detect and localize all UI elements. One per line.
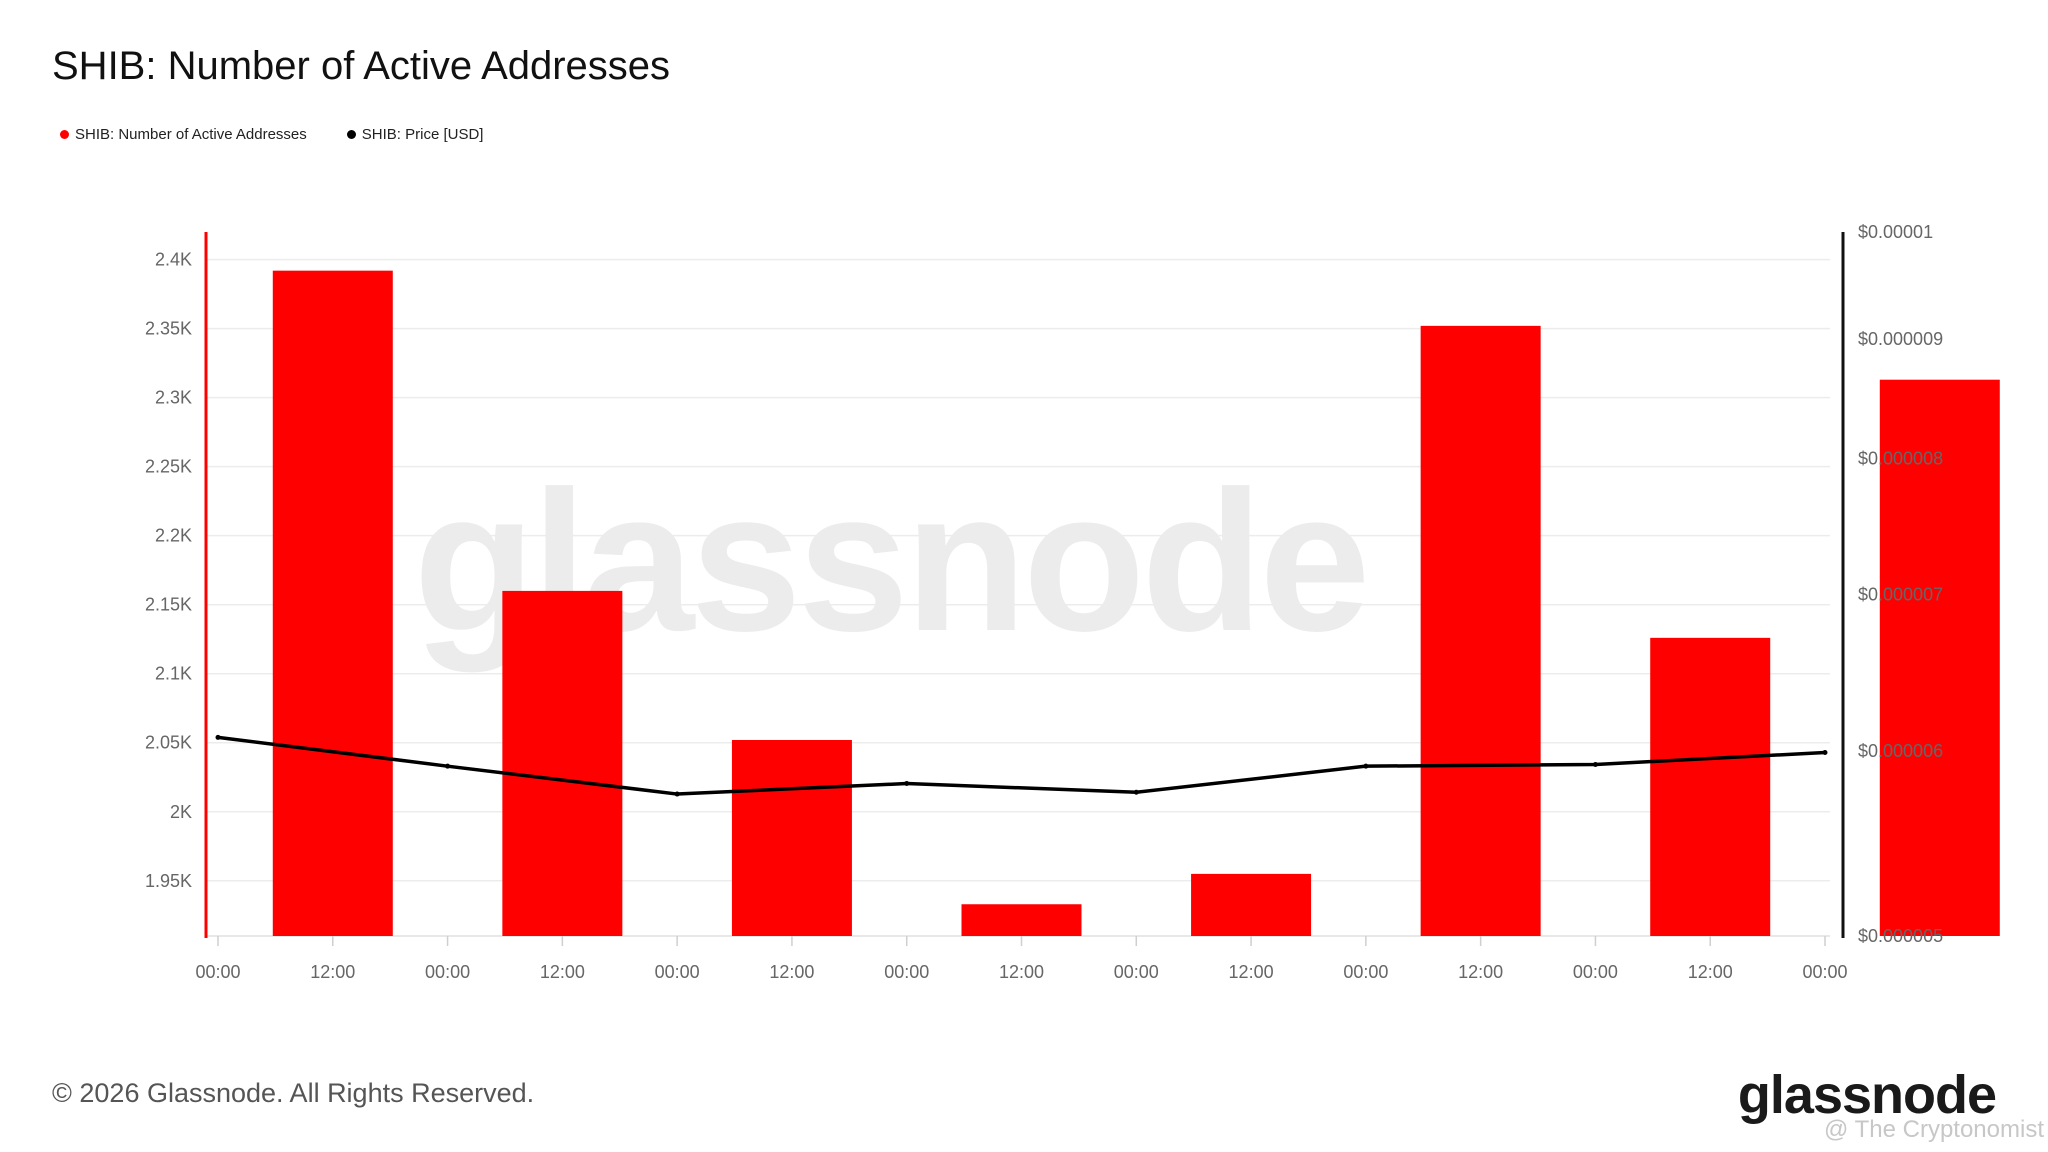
y-left-tick-label: 2.35K [145, 319, 192, 339]
y-left-tick-label: 2.3K [155, 388, 192, 408]
bar-active-addresses [961, 904, 1082, 936]
source-credit: @ The Cryptonomist [1824, 1116, 2044, 1143]
price-line [217, 735, 1826, 796]
x-tick-label: 12:00 [540, 962, 585, 982]
x-tick-label: 00:00 [1114, 962, 1159, 982]
glassnode-logo: glassnode [1737, 1065, 1997, 1125]
y-left-tick-label: 2.05K [145, 733, 192, 753]
legend-label-price: SHIB: Price [USD] [361, 126, 484, 143]
price-point [215, 734, 221, 740]
x-tick-label: 12:00 [310, 962, 355, 982]
x-tick-label: 00:00 [425, 962, 470, 982]
y-right-tick-label: $0.000008 [1858, 449, 1943, 469]
bar-active-addresses [1879, 379, 2000, 936]
y-left-tick-label: 2.1K [155, 664, 192, 684]
price-point [904, 781, 910, 787]
x-tick-label: 00:00 [1802, 962, 1847, 982]
bar-active-addresses [272, 270, 393, 936]
legend: SHIB: Number of Active Addresses SHIB: P… [60, 126, 483, 143]
y-left-tick-label: 2.25K [145, 457, 192, 477]
bar-active-addresses [1191, 873, 1312, 936]
x-tick-label: 12:00 [1229, 962, 1274, 982]
price-point [1592, 761, 1598, 767]
x-tick-label: 12:00 [769, 962, 814, 982]
y-left-tick-label: 2.15K [145, 595, 192, 615]
legend-item-active-addresses[interactable]: SHIB: Number of Active Addresses [60, 126, 307, 143]
x-tick-label: 00:00 [195, 962, 240, 982]
price-point [445, 763, 451, 769]
y-left-tick-label: 2K [170, 802, 192, 822]
y-right-tick-label: $0.000006 [1858, 741, 1943, 761]
bar-active-addresses [502, 590, 623, 936]
x-tick-label: 00:00 [1573, 962, 1618, 982]
y-left-tick-label: 2.2K [155, 526, 192, 546]
price-point [1133, 789, 1139, 795]
x-tick-label: 12:00 [1688, 962, 1733, 982]
bar-active-addresses [1420, 325, 1541, 936]
bar-active-addresses [731, 739, 852, 936]
price-point [1822, 750, 1828, 756]
x-tick-label: 12:00 [999, 962, 1044, 982]
price-point [674, 791, 680, 797]
x-tick-label: 12:00 [1458, 962, 1503, 982]
legend-dot-price [346, 130, 356, 139]
y-left-tick-label: 2.4K [155, 250, 192, 270]
legend-dot-active-addresses [60, 130, 69, 139]
x-tick-label: 00:00 [655, 962, 700, 982]
x-tick-label: 00:00 [1343, 962, 1388, 982]
y-left-tick-label: 1.95K [145, 871, 192, 891]
bar-active-addresses [1650, 637, 1771, 936]
y-right-tick-label: $0.00001 [1858, 222, 1933, 242]
legend-item-price[interactable]: SHIB: Price [USD] [346, 126, 484, 143]
y-right-tick-label: $0.000005 [1858, 926, 1943, 946]
y-right-tick-label: $0.000007 [1858, 584, 1943, 604]
chart-title: SHIB: Number of Active Addresses [52, 44, 671, 88]
y-right-tick-label: $0.000009 [1858, 329, 1943, 349]
legend-label-active-addresses: SHIB: Number of Active Addresses [75, 126, 307, 143]
copyright-footer: © 2026 Glassnode. All Rights Reserved. [52, 1078, 535, 1108]
x-tick-label: 00:00 [884, 962, 929, 982]
price-point [1363, 763, 1369, 769]
